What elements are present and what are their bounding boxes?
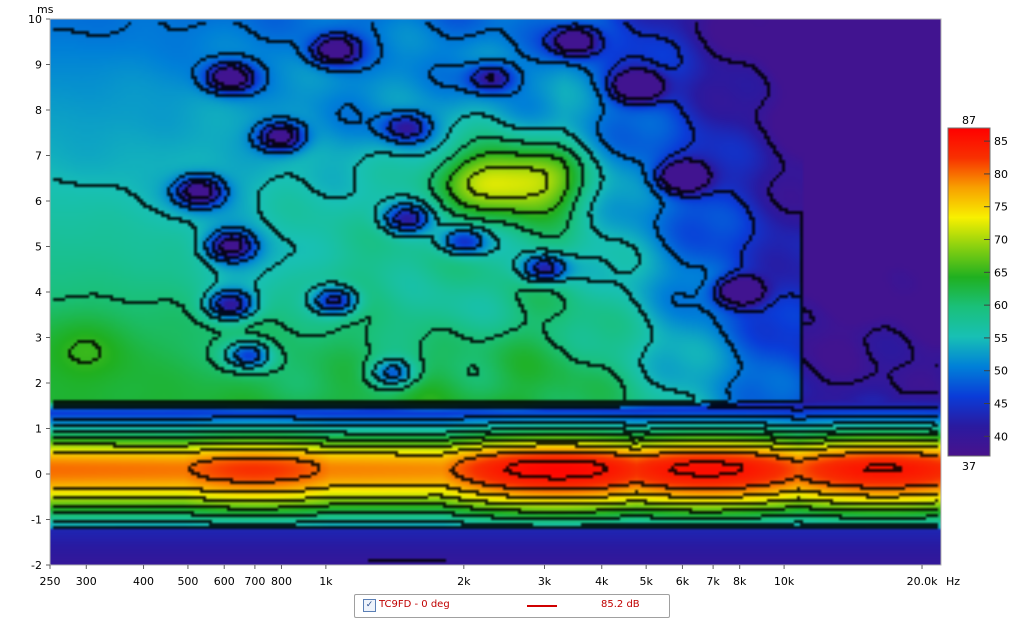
- x-tick-label: 10k: [774, 575, 795, 588]
- colorbar-tick-label: 75: [994, 201, 1008, 214]
- y-tick-label: 8: [35, 104, 42, 117]
- y-tick-label: 6: [35, 195, 42, 208]
- y-tick-label: 9: [35, 59, 42, 72]
- x-axis-label: Hz: [946, 575, 960, 588]
- x-tick-label: 7k: [706, 575, 720, 588]
- y-tick-label: -1: [31, 514, 42, 527]
- x-tick-label: 500: [177, 575, 198, 588]
- series-visibility-checkbox[interactable]: ✓: [363, 599, 376, 612]
- y-tick-label: 2: [35, 377, 42, 390]
- series-level-value: 85.2 dB: [601, 599, 640, 610]
- x-tick-label: 20.0k: [907, 575, 938, 588]
- x-axis: 250 300 400 500 600 700 800 1k 2k 3k 4k 5k 6k 7k 8k 10k…: [40, 565, 938, 588]
- y-tick-label: 4: [35, 286, 42, 299]
- x-tick-label: 3k: [538, 575, 552, 588]
- x-tick-label: 800: [271, 575, 292, 588]
- x-tick-label: 300: [76, 575, 97, 588]
- colorbar-tick-label: 50: [994, 365, 1008, 378]
- y-axis-label: ms: [37, 3, 54, 16]
- x-tick-label: 4k: [595, 575, 609, 588]
- colorbar-max-label: 87: [962, 114, 976, 127]
- colorbar-min-label: 37: [962, 460, 976, 473]
- colorbar-tick-label: 45: [994, 398, 1008, 411]
- colorbar-ticks: 40 45 50 55 60 65 70 75 80 85: [984, 135, 1008, 443]
- y-tick-label: 10: [28, 13, 42, 26]
- y-tick-label: 1: [35, 423, 42, 436]
- x-tick-label: 8k: [733, 575, 747, 588]
- y-tick-label: 7: [35, 150, 42, 163]
- y-tick-label: -2: [31, 559, 42, 572]
- heatmap-surface: [50, 19, 941, 565]
- colorbar-tick-label: 55: [994, 332, 1008, 345]
- colorbar-tick-label: 65: [994, 266, 1008, 279]
- x-tick-label: 2k: [457, 575, 471, 588]
- x-tick-label: 700: [244, 575, 265, 588]
- x-tick-label: 400: [133, 575, 154, 588]
- y-tick-label: 5: [35, 241, 42, 254]
- y-axis: -2 -1 0 1 2 3 4 5 6 7 8 9 10: [28, 13, 50, 572]
- colorbar-tick-label: 40: [994, 430, 1008, 443]
- x-tick-label: 250: [40, 575, 61, 588]
- series-line-swatch: [527, 605, 557, 607]
- y-tick-label: 0: [35, 468, 42, 481]
- x-tick-label: 1k: [319, 575, 333, 588]
- colorbar-tick-label: 80: [994, 168, 1008, 181]
- series-name: TC9FD - 0 deg: [379, 599, 450, 610]
- colorbar-tick-label: 70: [994, 234, 1008, 247]
- x-tick-label: 6k: [676, 575, 690, 588]
- colorbar-tick-label: 60: [994, 299, 1008, 312]
- series-legend: ✓ TC9FD - 0 deg 85.2 dB: [354, 594, 670, 618]
- colorbar-strip: [947, 127, 991, 457]
- colorbar: 87 37 40 45 50 55 60 65 70 75 80 85: [947, 114, 1008, 473]
- y-tick-label: 3: [35, 332, 42, 345]
- x-tick-label: 600: [214, 575, 235, 588]
- colorbar-tick-label: 85: [994, 135, 1008, 148]
- x-tick-label: 5k: [639, 575, 653, 588]
